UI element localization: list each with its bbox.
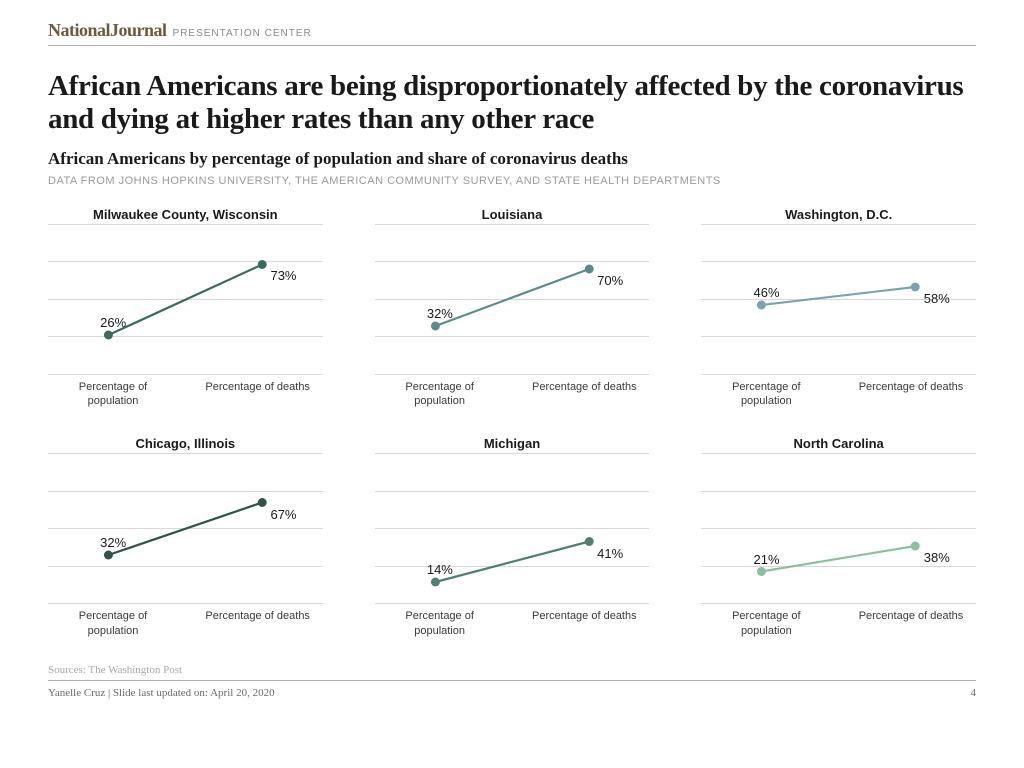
logo-sub: PRESENTATION CENTER [173,28,312,39]
data-source-note: DATA FROM JOHNS HOPKINS UNIVERSITY, THE … [48,175,976,187]
gridline [48,374,323,375]
chart-panel: Louisiana32%70%Percentage of populationP… [375,207,650,409]
axis-label-right: Percentage of deaths [529,380,639,409]
axis-labels: Percentage of population Percentage of de… [375,609,650,638]
axis-label-left: Percentage of population [58,380,168,409]
axis-labels: Percentage of population Percentage of de… [48,609,323,638]
chart-panel: Michigan14%41%Percentage of populationPe… [375,436,650,638]
axis-label-left: Percentage of population [711,380,821,409]
headline: African Americans are being disproportio… [48,70,976,137]
bottom-rule [48,680,976,681]
axis-labels: Percentage of population Percentage of de… [701,609,976,638]
slope-line [48,224,323,374]
value-label-left: 26% [100,315,126,330]
footer-credit: Yanelle Cruz | Slide last updated on: Ap… [48,687,275,699]
panel-title: North Carolina [701,436,976,451]
gridline [375,603,650,604]
value-label-right: 70% [597,273,623,288]
chart-area: 26% 73% [48,224,323,374]
chart-panel: North Carolina 21% 38% Percentage of popula… [701,436,976,638]
gridline [701,603,976,604]
subhead: African Americans by percentage of popul… [48,149,976,169]
chart-panel: Chicago, Illinois 32% 67% Percentage of pop… [48,436,323,638]
slope-line [375,453,650,603]
axis-label-left: Percentage of population [385,609,495,638]
slope-line [375,224,650,374]
value-label-left: 21% [754,552,780,567]
page-number: 4 [971,687,977,699]
value-label-right: 58% [924,291,950,306]
gridline [701,374,976,375]
axis-label-right: Percentage of deaths [856,609,966,638]
sources-footer: Sources: The Washington Post [48,664,976,676]
value-label-right: 41% [597,546,623,561]
chart-grid: Milwaukee County, Wisconsin 26% 73% Percent… [48,207,976,638]
chart-panel: Milwaukee County, Wisconsin 26% 73% Percent… [48,207,323,409]
axis-label-right: Percentage of deaths [203,380,313,409]
value-label-right: 38% [924,550,950,565]
chart-area: 32% 70% [375,224,650,374]
footer: Yanelle Cruz | Slide last updated on: Ap… [48,687,976,699]
slope-line [48,453,323,603]
axis-labels: Percentage of population Percentage of de… [701,380,976,409]
panel-title: Washington, D.C. [701,207,976,222]
chart-panel: Washington, D.C. 46% 58% Percentage of popu… [701,207,976,409]
axis-label-right: Percentage of deaths [529,609,639,638]
slope-line [701,453,976,603]
value-label-left: 32% [427,306,453,321]
gridline [48,603,323,604]
top-rule [48,45,976,46]
axis-labels: Percentage of population Percentage of de… [48,380,323,409]
gridline [375,374,650,375]
chart-area: 21% 38% [701,453,976,603]
axis-label-right: Percentage of deaths [856,380,966,409]
logo-main: NationalJournal [48,20,167,41]
axis-label-left: Percentage of population [58,609,168,638]
logo: NationalJournal PRESENTATION CENTER [48,20,976,41]
panel-title: Chicago, Illinois [48,436,323,451]
value-label-left: 46% [754,285,780,300]
value-label-right: 73% [270,268,296,283]
axis-label-left: Percentage of population [711,609,821,638]
axis-label-right: Percentage of deaths [203,609,313,638]
axis-label-left: Percentage of population [385,380,495,409]
chart-area: 14% 41% [375,453,650,603]
chart-area: 46% 58% [701,224,976,374]
chart-area: 32% 67% [48,453,323,603]
value-label-right: 67% [270,507,296,522]
panel-title: Michigan [375,436,650,451]
value-label-left: 14% [427,562,453,577]
axis-labels: Percentage of population Percentage of de… [375,380,650,409]
panel-title: Louisiana [375,207,650,222]
value-label-left: 32% [100,535,126,550]
panel-title: Milwaukee County, Wisconsin [48,207,323,222]
